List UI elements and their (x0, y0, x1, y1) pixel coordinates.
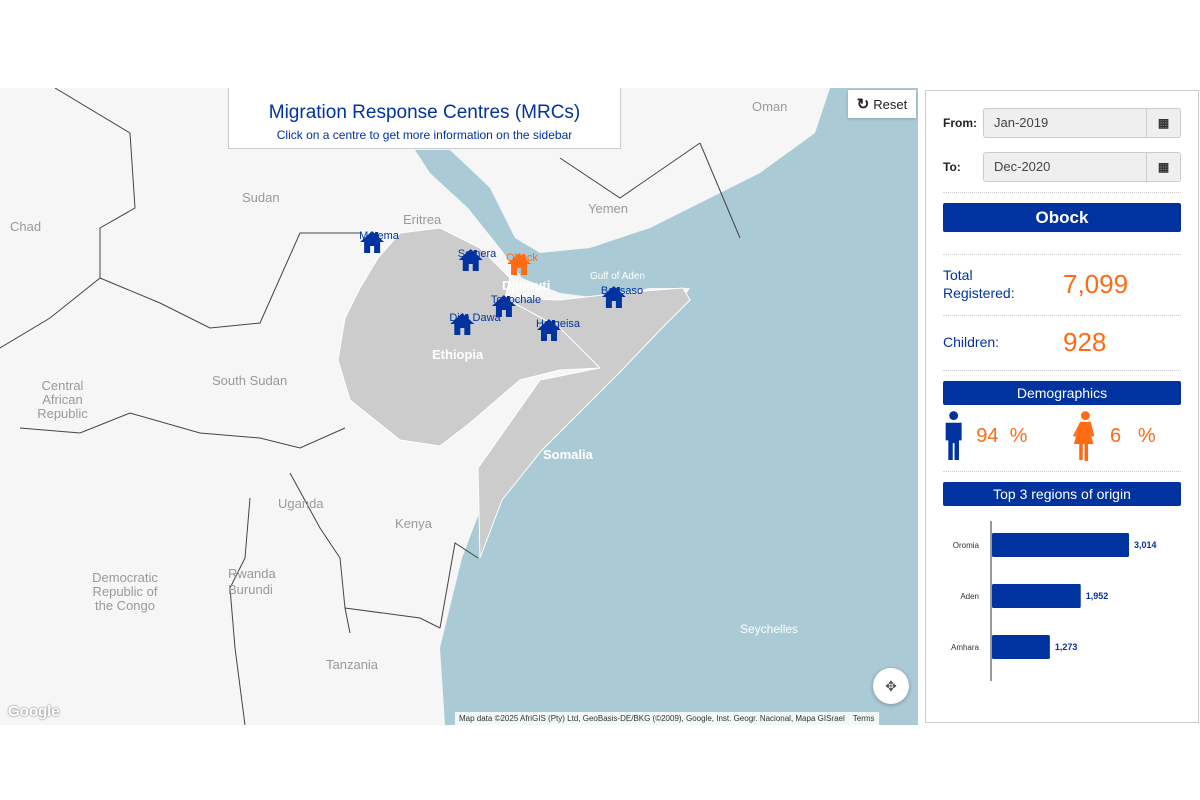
place-label: Rwanda (228, 566, 276, 581)
place-label: Chad (10, 219, 42, 234)
from-row: From: Jan-2019 ▦ (943, 108, 1181, 138)
regions-header: Top 3 regions of origin (943, 482, 1181, 506)
house-icon (491, 295, 516, 317)
demographics-header: Demographics (943, 381, 1181, 405)
mrc-marker-metema[interactable]: Metema (359, 230, 399, 253)
mrc-marker-obock[interactable]: Obock (506, 252, 538, 275)
sidebar: From: Jan-2019 ▦ To: Dec-2020 ▦ Obock Tota… (925, 90, 1199, 723)
to-value[interactable]: Dec-2020 (994, 159, 1051, 174)
children-value: 928 (1063, 326, 1107, 357)
children-label: Children: (943, 334, 1000, 350)
pct-sign: % (1009, 424, 1028, 447)
female-pct-value: 6 (1110, 424, 1122, 447)
place-label: Kenya (395, 516, 432, 531)
place-label: Tanzania (326, 657, 379, 672)
move-icon: ✥ (885, 677, 897, 694)
to-row: To: Dec-2020 ▦ (943, 152, 1181, 182)
male-icon (945, 411, 962, 460)
male-percentage: 94 % (976, 425, 1047, 448)
female-icon (1073, 411, 1095, 461)
map[interactable]: Oman Sudan Chad Eritrea Yemen Djibouti E… (0, 88, 918, 725)
reset-button[interactable]: ↻ Reset (848, 90, 916, 118)
map-title: Migration Response Centres (MRCs) (268, 102, 581, 123)
map-subtitle: Click on a centre to get more informatio… (276, 128, 573, 142)
mrc-marker-dire-dawa[interactable]: Dire Dawa (449, 312, 501, 335)
map-attribution: Map data ©2025 AfriGIS (Pty) Ltd, GeoBas… (455, 712, 879, 725)
place-label: Democratic Republic of the Congo (92, 570, 158, 613)
place-label: South Sudan (212, 373, 288, 388)
house-icon (458, 249, 483, 271)
place-label: Oman (752, 99, 788, 114)
bar-oromia[interactable] (992, 533, 1129, 557)
place-label: Uganda (278, 496, 324, 511)
map-title-box: Migration Response Centres (MRCs) Click … (228, 88, 621, 149)
bar-aden[interactable] (992, 584, 1081, 608)
bar-value-label: 1,952 (1086, 591, 1109, 601)
pct-sign: % (1137, 424, 1156, 447)
place-label: Burundi (228, 582, 273, 597)
mrc-marker-hargeisa[interactable]: Hargeisa (536, 318, 580, 341)
house-icon (536, 319, 561, 341)
google-logo: Google (8, 703, 60, 720)
bar-category-label: Amhara (951, 643, 980, 652)
centre-name: Obock (943, 203, 1181, 232)
calendar-icon[interactable]: ▦ (1146, 153, 1180, 181)
place-label: Central African Republic (37, 378, 88, 421)
place-label: Yemen (588, 201, 628, 216)
from-date-picker[interactable]: Jan-2019 ▦ (983, 108, 1181, 138)
map-base (0, 88, 918, 725)
bar-category-label: Aden (960, 592, 979, 601)
house-icon (507, 253, 532, 275)
bar-value-label: 3,014 (1134, 540, 1157, 550)
demographics: 94 % 6 % (943, 405, 1181, 467)
from-label: From: (943, 116, 977, 130)
total-label: Total Registered: (943, 267, 1015, 301)
regions-bar-chart: Oromia 3,014 Aden 1,952 Amhara 1,273 (951, 521, 1157, 681)
from-value[interactable]: Jan-2019 (994, 115, 1049, 130)
bar-category-label: Oromia (953, 541, 980, 550)
map-pan-control[interactable]: ✥ (873, 668, 909, 704)
place-label: Somalia (543, 447, 593, 462)
house-icon (360, 231, 385, 253)
bar-value-label: 1,273 (1055, 642, 1078, 652)
place-label: Sudan (242, 190, 280, 205)
bar-amhara[interactable] (992, 635, 1050, 659)
mrc-marker-semera[interactable]: Semera (458, 248, 496, 271)
total-value: 7,099 (1063, 268, 1129, 299)
house-icon (601, 286, 626, 308)
calendar-icon[interactable]: ▦ (1146, 109, 1180, 137)
place-label: Ethiopia (432, 347, 484, 362)
terms-link[interactable]: Terms (852, 714, 875, 723)
place-label: Seychelles (740, 622, 799, 636)
mrc-marker-togochale[interactable]: Togochale (491, 294, 541, 317)
male-pct-value: 94 (976, 424, 999, 447)
place-label: Djibouti (502, 278, 551, 293)
mrc-marker-bossaso[interactable]: Bossaso (601, 285, 643, 308)
refresh-icon: ↻ (856, 96, 870, 113)
house-icon (450, 313, 475, 335)
to-date-picker[interactable]: Dec-2020 ▦ (983, 152, 1181, 182)
place-label: Eritrea (403, 212, 442, 227)
female-percentage: 6 % (1110, 425, 1181, 448)
reset-label: Reset (873, 96, 908, 112)
to-label: To: (943, 160, 961, 174)
place-label: Gulf of Aden (590, 271, 646, 282)
attribution-text: Map data ©2025 AfriGIS (Pty) Ltd, GeoBas… (459, 714, 845, 723)
